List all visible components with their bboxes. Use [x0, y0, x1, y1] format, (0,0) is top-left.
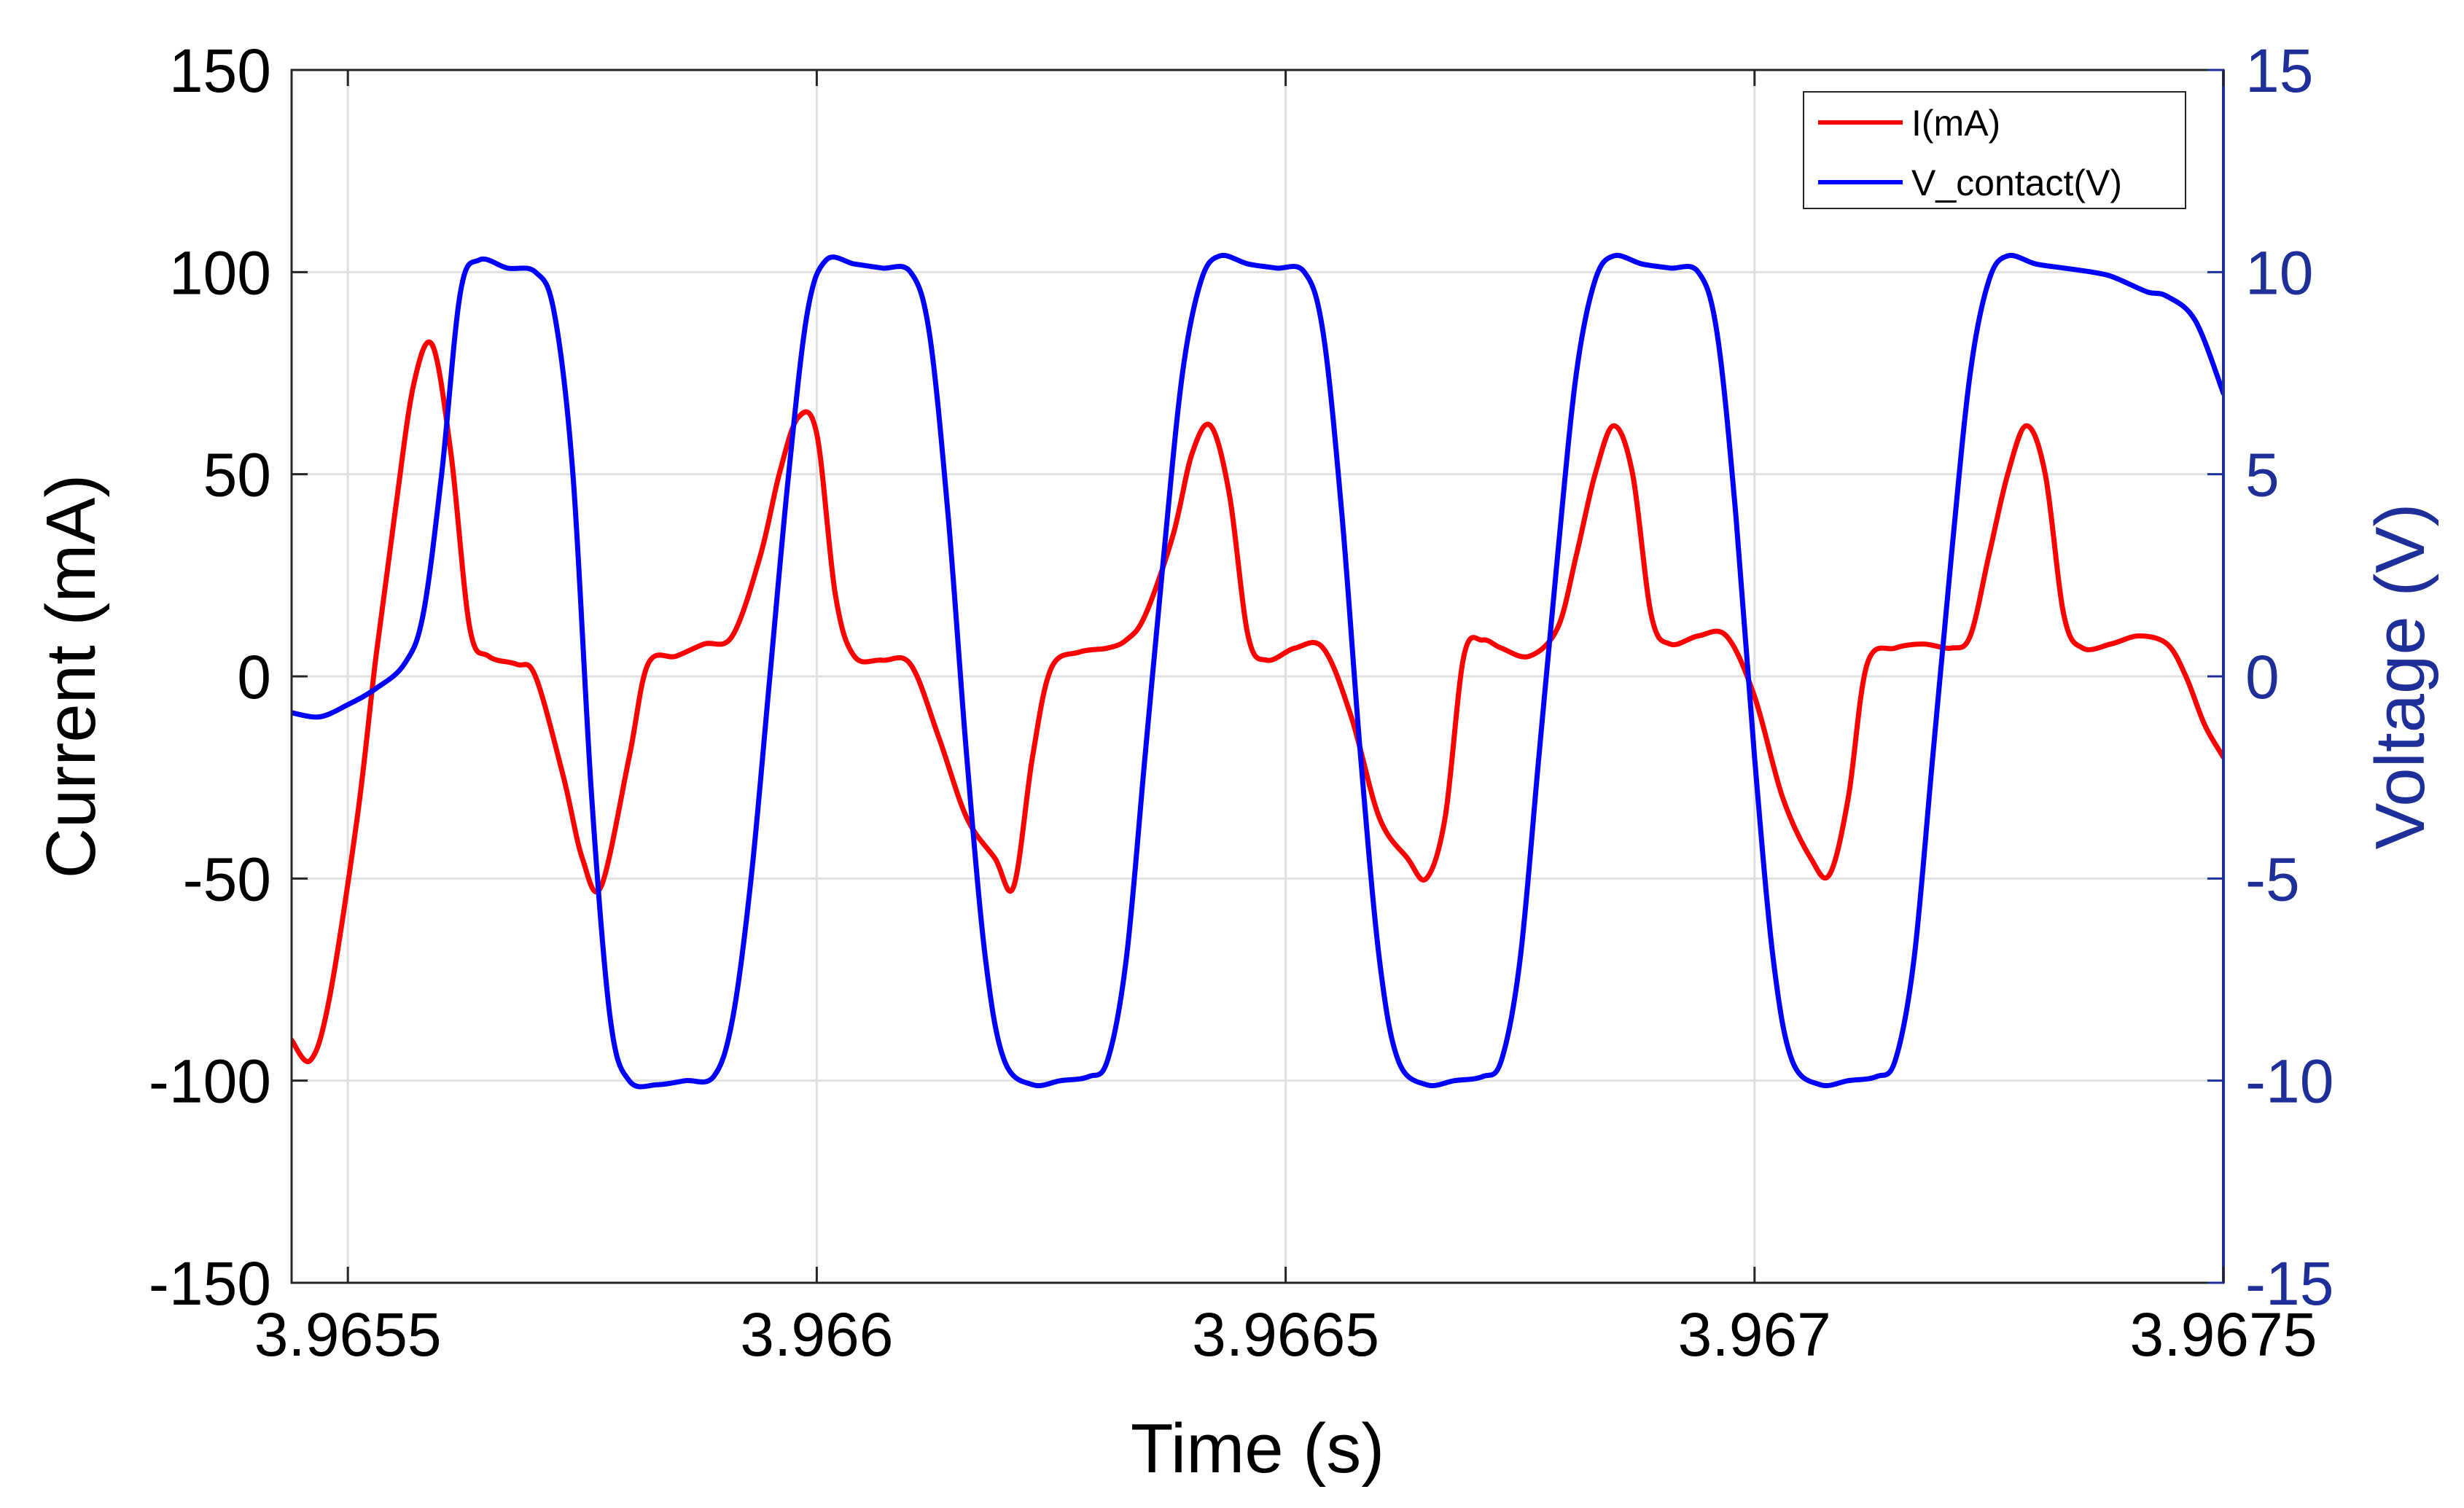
- y-right-tick-label: 5: [2245, 441, 2280, 509]
- x-tick-label: 3.967: [1678, 1300, 1831, 1369]
- x-axis-title: Time (s): [1131, 1410, 1384, 1488]
- current-series-line: [292, 339, 2223, 1065]
- x-tick-label: 3.9655: [254, 1300, 442, 1369]
- y-left-tick-label: 0: [237, 643, 271, 711]
- grid: [292, 70, 2223, 1283]
- y-axis-left-title: Current (mA): [32, 474, 110, 879]
- legend: I(mA) V_contact(V): [1803, 91, 2186, 209]
- y-left-tick-label: 50: [203, 441, 271, 509]
- x-tick-label: 3.9675: [2130, 1300, 2317, 1369]
- y-left-tick-label: -150: [149, 1249, 271, 1318]
- y-right-tick-label: 0: [2245, 643, 2280, 711]
- ticks: 3.9655 3.966 3.9665 3.967 3.9675150100500-50…: [149, 36, 2334, 1369]
- y-right-tick-label: -10: [2245, 1047, 2334, 1116]
- y-left-tick-label: -50: [183, 845, 271, 913]
- x-tick-label: 3.9665: [1192, 1300, 1379, 1369]
- legend-label-current: I(mA): [1911, 103, 2000, 144]
- x-tick-label: 3.966: [740, 1300, 893, 1369]
- legend-label-voltage: V_contact(V): [1911, 163, 2122, 203]
- y-left-tick-label: 100: [169, 238, 271, 307]
- y-axis-right-title: Voltage (V): [2361, 504, 2439, 850]
- y-right-tick-label: 15: [2245, 36, 2313, 105]
- legend-box: [1803, 91, 2186, 209]
- y-left-tick-label: 150: [169, 36, 271, 105]
- voltage-series-line: [292, 252, 2223, 1090]
- series-layer: [292, 252, 2223, 1090]
- y-left-tick-label: -100: [149, 1047, 271, 1116]
- y-right-tick-label: 10: [2245, 238, 2313, 307]
- y-right-tick-label: -15: [2245, 1249, 2334, 1318]
- y-right-tick-label: -5: [2245, 845, 2300, 913]
